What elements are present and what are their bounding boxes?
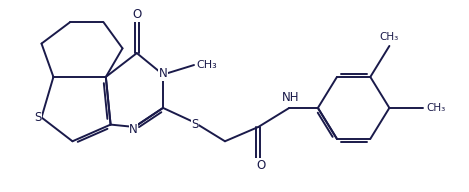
Text: CH₃: CH₃ xyxy=(426,103,446,113)
Text: S: S xyxy=(191,118,199,131)
Text: O: O xyxy=(132,8,142,22)
Text: N: N xyxy=(129,123,138,136)
Text: CH₃: CH₃ xyxy=(380,32,399,42)
Text: CH₃: CH₃ xyxy=(197,60,217,70)
Text: N: N xyxy=(159,67,167,80)
Text: NH: NH xyxy=(281,91,299,104)
Text: O: O xyxy=(256,159,265,172)
Text: S: S xyxy=(34,111,41,124)
